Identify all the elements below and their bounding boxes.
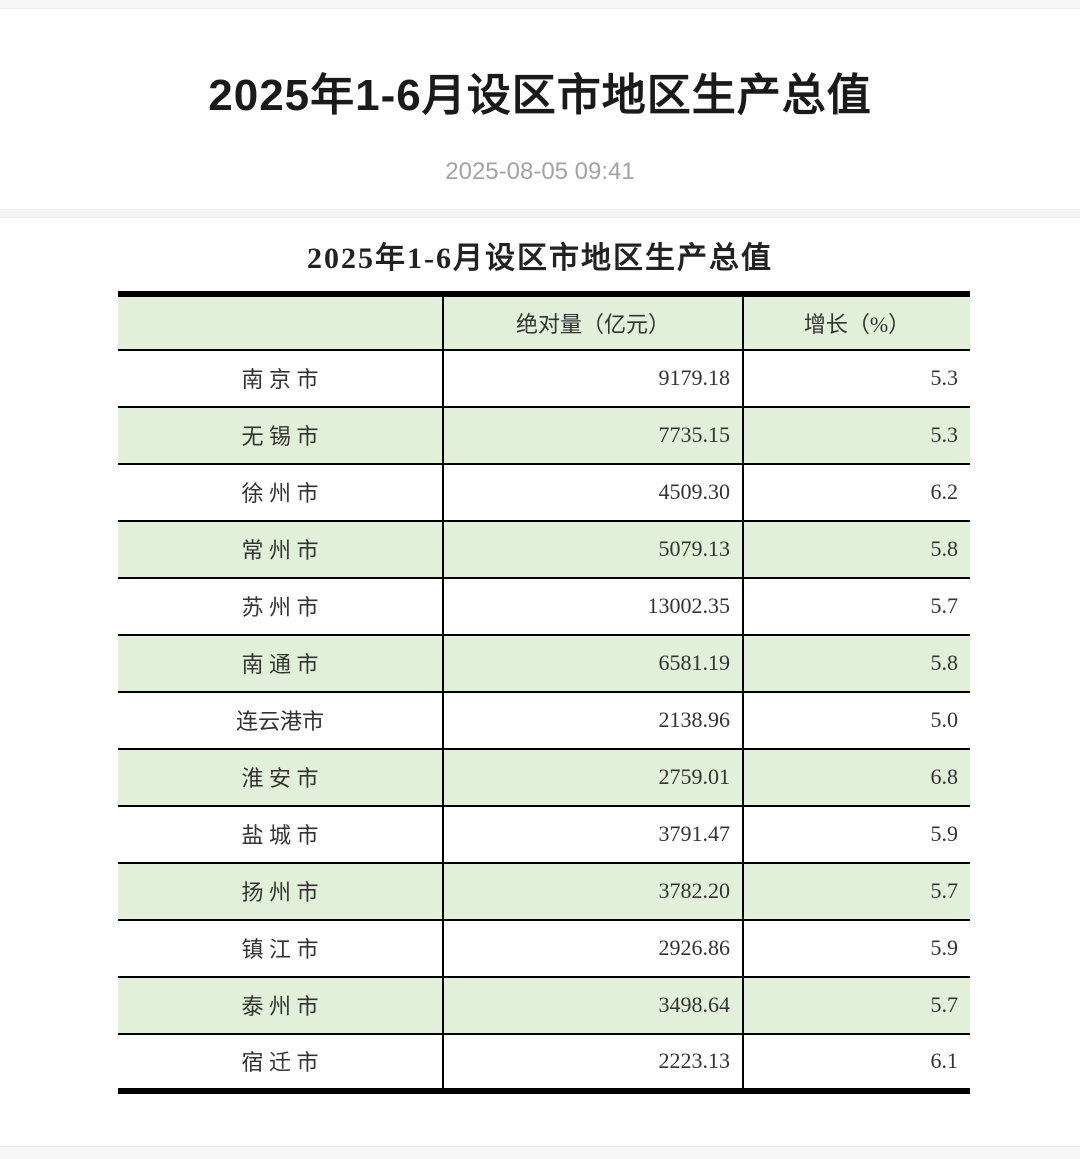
article-header: 2025年1-6月设区市地区生产总值 2025-08-05 09:41 xyxy=(0,9,1080,184)
bottom-strip xyxy=(0,1146,1080,1159)
growth-cell: 5.9 xyxy=(742,919,970,978)
value-cell: 3791.47 xyxy=(442,805,743,864)
value-cell: 2223.13 xyxy=(442,1033,743,1092)
value-cell: 6581.19 xyxy=(442,634,743,693)
growth-cell: 5.7 xyxy=(742,976,970,1035)
table-row: 常 州 市 5079.13 5.8 xyxy=(118,520,970,579)
table-row: 宿 迁 市 2223.13 6.1 xyxy=(118,1033,970,1092)
city-cell: 宿 迁 市 xyxy=(118,1033,443,1092)
growth-cell: 5.7 xyxy=(742,577,970,636)
growth-cell: 5.8 xyxy=(742,520,970,579)
col-header-absolute: 绝对量（亿元） xyxy=(442,293,743,351)
city-cell: 泰 州 市 xyxy=(118,976,443,1035)
city-cell: 连云港市 xyxy=(118,691,443,750)
table-row: 盐 城 市 3791.47 5.9 xyxy=(118,805,970,864)
city-cell: 常 州 市 xyxy=(118,520,443,579)
table-row: 无 锡 市 7735.15 5.3 xyxy=(118,406,970,465)
value-cell: 2926.86 xyxy=(442,919,743,978)
growth-cell: 6.8 xyxy=(742,748,970,807)
table-row: 徐 州 市 4509.30 6.2 xyxy=(118,463,970,522)
value-cell: 2759.01 xyxy=(442,748,743,807)
table-row: 镇 江 市 2926.86 5.9 xyxy=(118,919,970,978)
city-cell: 南 京 市 xyxy=(118,349,443,408)
city-cell: 南 通 市 xyxy=(118,634,443,693)
publish-date: 2025-08-05 09:41 xyxy=(445,157,635,185)
city-cell: 无 锡 市 xyxy=(118,406,443,465)
table-body: 南 京 市 9179.18 5.3 无 锡 市 7735.15 5.3 徐 州 … xyxy=(118,349,970,1092)
col-header-city xyxy=(118,293,443,351)
growth-cell: 6.2 xyxy=(742,463,970,522)
top-divider-strip xyxy=(0,0,1080,9)
table-row: 扬 州 市 3782.20 5.7 xyxy=(118,862,970,921)
value-cell: 2138.96 xyxy=(442,691,743,750)
value-cell: 9179.18 xyxy=(442,349,743,408)
value-cell: 7735.15 xyxy=(442,406,743,465)
table-row: 泰 州 市 3498.64 5.7 xyxy=(118,976,970,1035)
table-title: 2025年1-6月设区市地区生产总值 xyxy=(307,241,773,275)
city-cell: 扬 州 市 xyxy=(118,862,443,921)
table-row: 南 通 市 6581.19 5.8 xyxy=(118,634,970,693)
growth-cell: 6.1 xyxy=(742,1033,970,1092)
growth-cell: 5.3 xyxy=(742,349,970,408)
growth-cell: 5.0 xyxy=(742,691,970,750)
table-row: 连云港市 2138.96 5.0 xyxy=(118,691,970,750)
city-cell: 苏 州 市 xyxy=(118,577,443,636)
growth-cell: 5.8 xyxy=(742,634,970,693)
growth-cell: 5.7 xyxy=(742,862,970,921)
table-header-row: 绝对量（亿元） 增长（%） xyxy=(118,293,970,351)
article-body: 2025年1-6月设区市地区生产总值 绝对量（亿元） 增长（%） 南 京 市 9… xyxy=(0,241,1080,1094)
growth-cell: 5.9 xyxy=(742,805,970,864)
value-cell: 5079.13 xyxy=(442,520,743,579)
gdp-table: 绝对量（亿元） 增长（%） 南 京 市 9179.18 5.3 无 锡 市 77… xyxy=(118,290,970,1094)
value-cell: 13002.35 xyxy=(442,577,743,636)
value-cell: 3498.64 xyxy=(442,976,743,1035)
section-divider xyxy=(0,208,1080,218)
growth-cell: 5.3 xyxy=(742,406,970,465)
city-cell: 镇 江 市 xyxy=(118,919,443,978)
value-cell: 3782.20 xyxy=(442,862,743,921)
city-cell: 徐 州 市 xyxy=(118,463,443,522)
table-row: 南 京 市 9179.18 5.3 xyxy=(118,349,970,408)
city-cell: 盐 城 市 xyxy=(118,805,443,864)
page-title: 2025年1-6月设区市地区生产总值 xyxy=(208,71,872,120)
table-row: 苏 州 市 13002.35 5.7 xyxy=(118,577,970,636)
col-header-growth: 增长（%） xyxy=(742,293,970,351)
value-cell: 4509.30 xyxy=(442,463,743,522)
table-row: 淮 安 市 2759.01 6.8 xyxy=(118,748,970,807)
city-cell: 淮 安 市 xyxy=(118,748,443,807)
